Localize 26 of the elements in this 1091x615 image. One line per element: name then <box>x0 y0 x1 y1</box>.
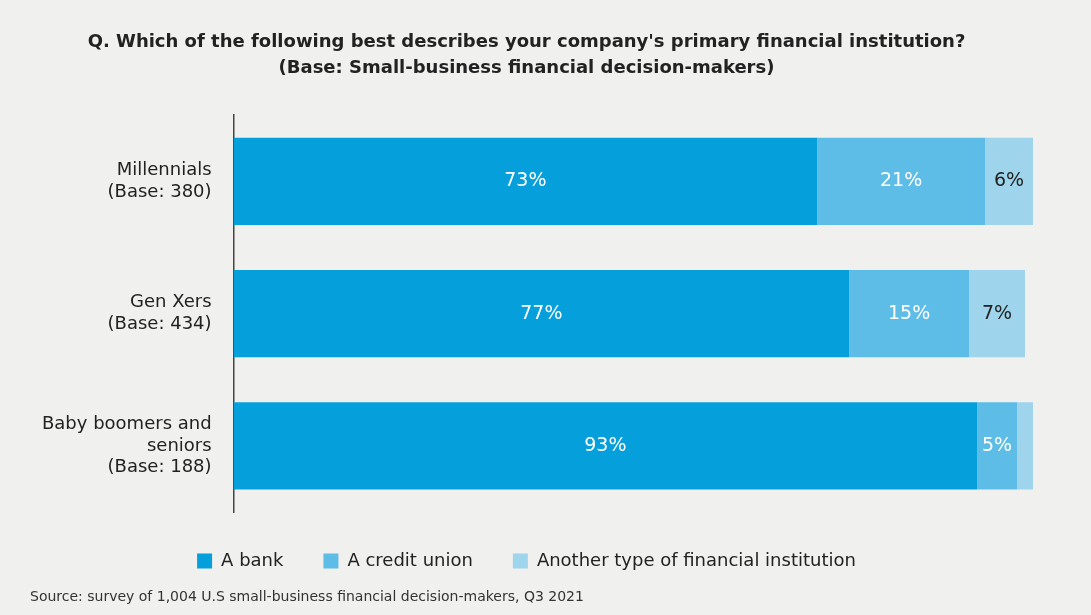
y-tick-label: Millennials (Base: 380) <box>107 158 212 201</box>
bar <box>1017 402 1033 490</box>
data-label: 7% <box>981 300 1013 323</box>
data-label: 15% <box>887 300 931 323</box>
chart-subtitle: (Base: Small-business financial decision-makers) <box>278 56 775 78</box>
bar <box>233 269 850 358</box>
chart-title: Q. Which of the following best describes your company's primary financial institution? <box>87 30 966 52</box>
data-label: 93% <box>584 432 627 455</box>
bar <box>817 137 986 225</box>
bar <box>977 402 1018 490</box>
data-label: 77% <box>520 300 563 323</box>
data-label: 6% <box>993 168 1025 191</box>
data-label: 21% <box>879 168 923 191</box>
bar <box>849 269 970 358</box>
bar <box>969 269 1026 358</box>
bar <box>985 137 1033 225</box>
source-note: Source: survey of 1,004 U.S small-business financial decision-makers, Q3 2021 <box>30 588 584 604</box>
y-tick-label: Gen Xers (Base: 434) <box>107 290 212 334</box>
bar <box>233 137 818 225</box>
legend-label: Another type of financial institution <box>536 548 856 570</box>
legend-label: A bank <box>221 548 284 570</box>
bar <box>233 402 978 490</box>
data-label: 5% <box>981 432 1013 455</box>
y-tick-label: Baby boomers and seniors (Base: 188) <box>41 411 212 477</box>
data-label: 73% <box>504 168 547 191</box>
legend-label: A credit union <box>347 548 473 570</box>
